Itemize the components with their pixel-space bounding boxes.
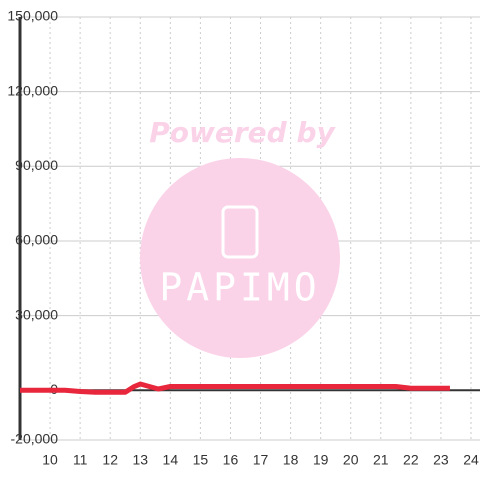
watermark-logo: PAPIMO [159,266,320,310]
watermark-text: Powered by [149,116,336,149]
x-tick-label: 12 [102,452,118,468]
x-tick-label: 21 [373,452,389,468]
y-tick-label: -20,000 [11,431,59,447]
watermark: Powered by PAPIMO [140,116,340,358]
y-tick-label: 90,000 [15,157,58,173]
x-tick-label: 17 [253,452,269,468]
plot: -20,000030,00060,00090,000120,000150,000… [7,8,480,468]
x-tick-label: 22 [403,452,419,468]
data-line [20,381,450,395]
x-tick-label: 10 [42,452,58,468]
x-tick-label: 15 [193,452,209,468]
x-tick-label: 18 [283,452,299,468]
x-tick-label: 13 [132,452,148,468]
y-tick-label: 120,000 [7,82,58,98]
y-tick-label: 30,000 [15,306,58,322]
x-tick-label: 20 [343,452,359,468]
y-tick-label: 150,000 [7,8,58,24]
y-tick-label: 60,000 [15,232,58,248]
x-tick-label: 19 [313,452,329,468]
x-tick-label: 24 [463,452,479,468]
x-tick-label: 11 [73,452,88,468]
x-tick-label: 14 [163,452,179,468]
watermark-phone [221,205,259,259]
x-tick-label: 16 [223,452,239,468]
x-tick-label: 23 [433,452,449,468]
